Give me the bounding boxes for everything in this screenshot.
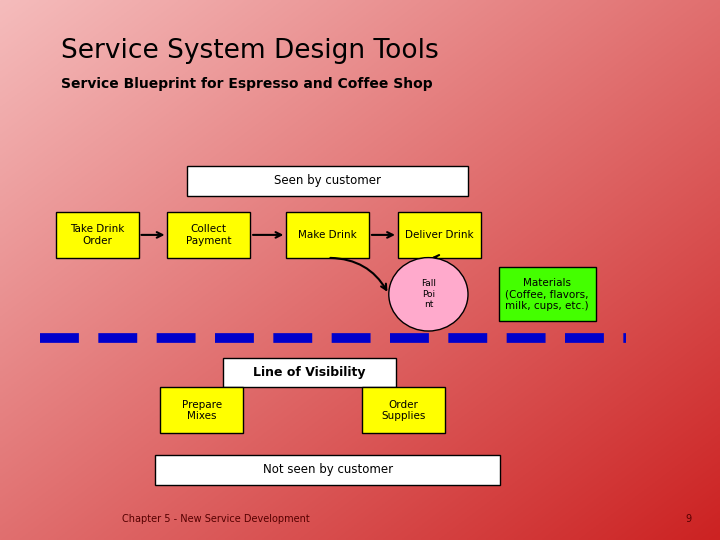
FancyBboxPatch shape (397, 212, 481, 258)
Text: Fall
Poi
nt: Fall Poi nt (421, 279, 436, 309)
FancyBboxPatch shape (167, 212, 251, 258)
Text: Materials
(Coffee, flavors,
milk, cups, etc.): Materials (Coffee, flavors, milk, cups, … (505, 278, 589, 311)
Text: Collect
Payment: Collect Payment (186, 224, 232, 246)
Text: Make Drink: Make Drink (298, 230, 357, 240)
FancyBboxPatch shape (223, 358, 396, 388)
Text: Not seen by customer: Not seen by customer (263, 463, 392, 476)
FancyBboxPatch shape (161, 388, 243, 433)
FancyBboxPatch shape (187, 166, 468, 195)
FancyBboxPatch shape (498, 267, 596, 321)
Ellipse shape (389, 258, 468, 331)
Text: Chapter 5 - New Service Development: Chapter 5 - New Service Development (122, 515, 310, 524)
FancyBboxPatch shape (287, 212, 369, 258)
Text: Line of Visibility: Line of Visibility (253, 366, 366, 379)
FancyBboxPatch shape (362, 388, 445, 433)
Text: Order
Supplies: Order Supplies (381, 400, 426, 421)
Text: Service System Design Tools: Service System Design Tools (61, 38, 439, 64)
FancyBboxPatch shape (56, 212, 138, 258)
Text: Take Drink
Order: Take Drink Order (70, 224, 125, 246)
FancyBboxPatch shape (155, 455, 500, 485)
Text: 9: 9 (685, 515, 691, 524)
Text: Service Blueprint for Espresso and Coffee Shop: Service Blueprint for Espresso and Coffe… (61, 77, 433, 91)
Text: Deliver Drink: Deliver Drink (405, 230, 474, 240)
Text: Prepare
Mixes: Prepare Mixes (181, 400, 222, 421)
Text: Seen by customer: Seen by customer (274, 174, 381, 187)
